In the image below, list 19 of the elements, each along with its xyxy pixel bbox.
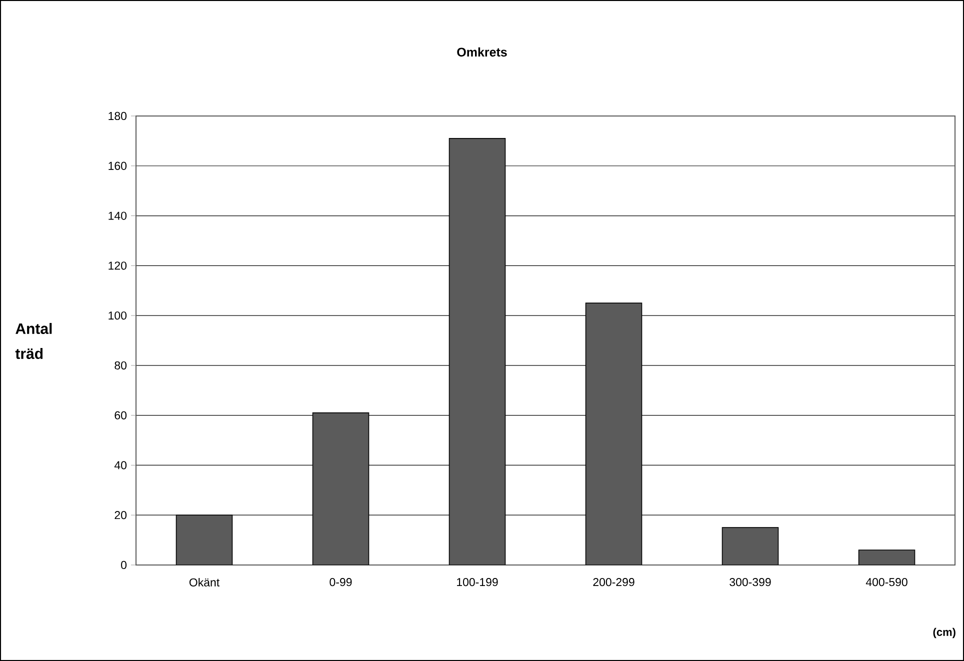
x-tick-label: 0-99 xyxy=(330,578,352,586)
y-tick-label: 0 xyxy=(121,560,127,570)
x-axis-title: (cm) xyxy=(933,628,956,638)
x-tick-label: 300-399 xyxy=(730,578,771,586)
y-axis-title: Antal träd xyxy=(15,322,52,359)
y-tick-label: 60 xyxy=(114,411,127,420)
y-tick-label: 140 xyxy=(108,212,127,220)
y-tick-label: 180 xyxy=(108,112,127,120)
x-tick-label: Okänt xyxy=(189,578,220,586)
x-tick-label: 400-590 xyxy=(866,578,908,586)
y-tick-label: 80 xyxy=(114,361,127,370)
y-tick-label: 160 xyxy=(108,162,127,170)
y-tick-label: 100 xyxy=(108,311,127,320)
y-tick-label: 40 xyxy=(114,461,127,470)
x-tick-label: 100-199 xyxy=(457,578,498,586)
chart-title: Omkrets xyxy=(457,47,507,57)
y-tick-label: 120 xyxy=(108,262,127,270)
x-tick-label: 200-299 xyxy=(593,578,634,586)
y-tick-label: 20 xyxy=(114,511,127,520)
